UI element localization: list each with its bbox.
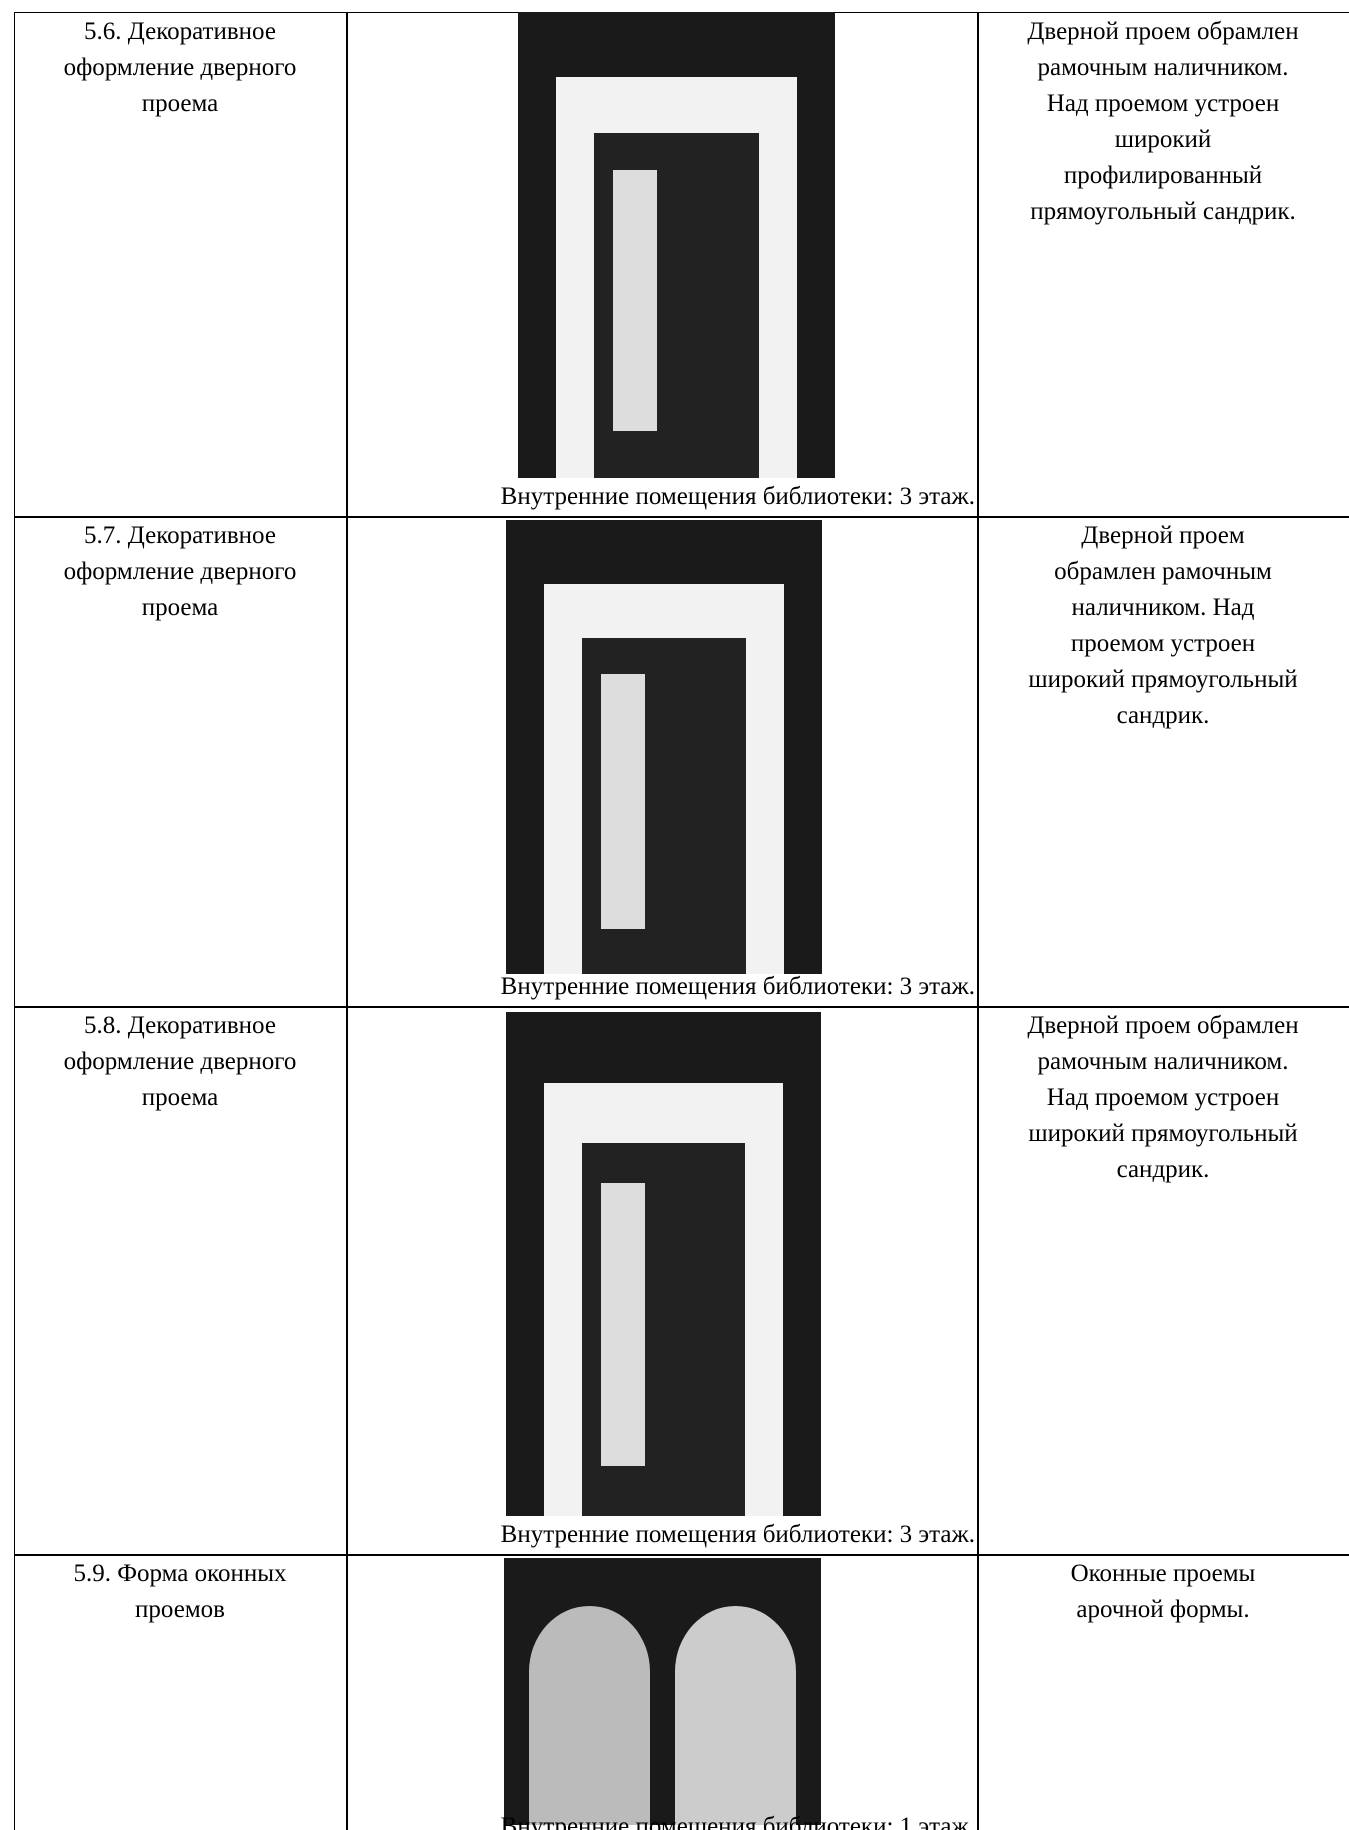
- text-line: 5.7. Декоративное: [84, 522, 276, 549]
- text-line: наличником. Над: [1071, 594, 1255, 621]
- text-line: арочной формы.: [1076, 1596, 1250, 1623]
- text-line: Дверной проем обрамлен: [1027, 18, 1299, 45]
- photo-caption: Внутренние помещения библиотеки: 1 этаж.: [500, 1813, 975, 1830]
- text-line: сандрик.: [1116, 1156, 1210, 1183]
- text-line: Оконные проемы: [1070, 1560, 1256, 1587]
- table-cell: [977, 1554, 1349, 1830]
- table-cell: [14, 12, 348, 518]
- text-line: Над проемом устроен: [1046, 1084, 1280, 1111]
- element-name: 5.7. Декоративное оформление дверного прое…: [14, 518, 346, 626]
- text-line: рамочным наличником.: [1037, 54, 1289, 81]
- element-name: 5.9. Форма оконных проемов: [14, 1556, 346, 1628]
- photo: [504, 1558, 821, 1825]
- text-line: проемов: [135, 1596, 225, 1623]
- element-name: 5.8. Декоративное оформление дверного прое…: [14, 1008, 346, 1116]
- text-line: Дверной проем обрамлен: [1027, 1012, 1299, 1039]
- text-line: проемом устроен: [1070, 630, 1256, 657]
- description: Дверной проем обрамлен рамочным наличнико…: [977, 14, 1349, 230]
- table-cell: [977, 1006, 1349, 1556]
- table-cell: [14, 1006, 348, 1556]
- text-line: оформление дверного: [63, 1048, 297, 1075]
- text-line: обрамлен рамочным: [1054, 558, 1272, 585]
- description: Дверной проем обрамлен рамочным наличнико…: [977, 1008, 1349, 1188]
- table-cell: [346, 1006, 979, 1556]
- text-line: оформление дверного: [63, 54, 297, 81]
- photo-caption: Внутренние помещения библиотеки: 3 этаж.: [500, 1521, 975, 1548]
- text-line: прямоугольный сандрик.: [1030, 198, 1296, 225]
- text-line: широкий: [1114, 126, 1212, 153]
- text-line: широкий прямоугольный: [1028, 666, 1298, 693]
- text-line: профилированный: [1063, 162, 1263, 189]
- table-cell: [14, 1554, 348, 1830]
- photo-caption: Внутренние помещения библиотеки: 3 этаж.: [500, 483, 975, 510]
- table-cell: [977, 516, 1349, 1008]
- text-line: оформление дверного: [63, 558, 297, 585]
- text-line: Над проемом устроен: [1046, 90, 1280, 117]
- table-cell: [977, 12, 1349, 518]
- table-cell: [346, 1554, 979, 1830]
- table-cell: [14, 516, 348, 1008]
- table-cell: [346, 516, 979, 1008]
- photo-caption: Внутренние помещения библиотеки: 3 этаж.: [500, 973, 975, 1000]
- text-line: проема: [141, 594, 219, 621]
- text-line: Дверной проем: [1081, 522, 1245, 549]
- text-line: 5.9. Форма оконных: [73, 1560, 287, 1587]
- text-line: 5.8. Декоративное: [84, 1012, 276, 1039]
- text-line: рамочным наличником.: [1037, 1048, 1289, 1075]
- text-line: проема: [141, 1084, 219, 1111]
- description: Дверной проем обрамлен рамочным наличником…: [977, 518, 1349, 734]
- element-name: 5.6. Декоративное оформление дверного прое…: [14, 14, 346, 122]
- text-line: 5.6. Декоративное: [84, 18, 276, 45]
- photo: [506, 1012, 821, 1516]
- photo: [506, 520, 822, 974]
- text-line: широкий прямоугольный: [1028, 1120, 1298, 1147]
- text-line: сандрик.: [1116, 702, 1210, 729]
- photo: [518, 12, 835, 478]
- description: Оконные проемы арочной формы.: [977, 1556, 1349, 1628]
- text-line: проема: [141, 90, 219, 117]
